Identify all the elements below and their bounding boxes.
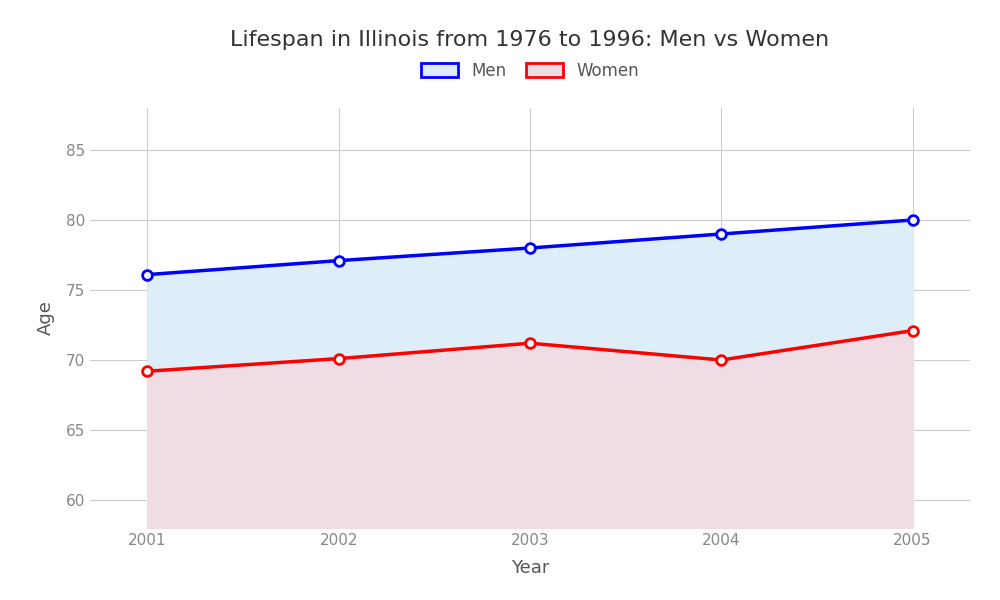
X-axis label: Year: Year bbox=[511, 559, 549, 577]
Y-axis label: Age: Age bbox=[37, 301, 55, 335]
Title: Lifespan in Illinois from 1976 to 1996: Men vs Women: Lifespan in Illinois from 1976 to 1996: … bbox=[230, 29, 830, 49]
Legend: Men, Women: Men, Women bbox=[421, 62, 639, 80]
